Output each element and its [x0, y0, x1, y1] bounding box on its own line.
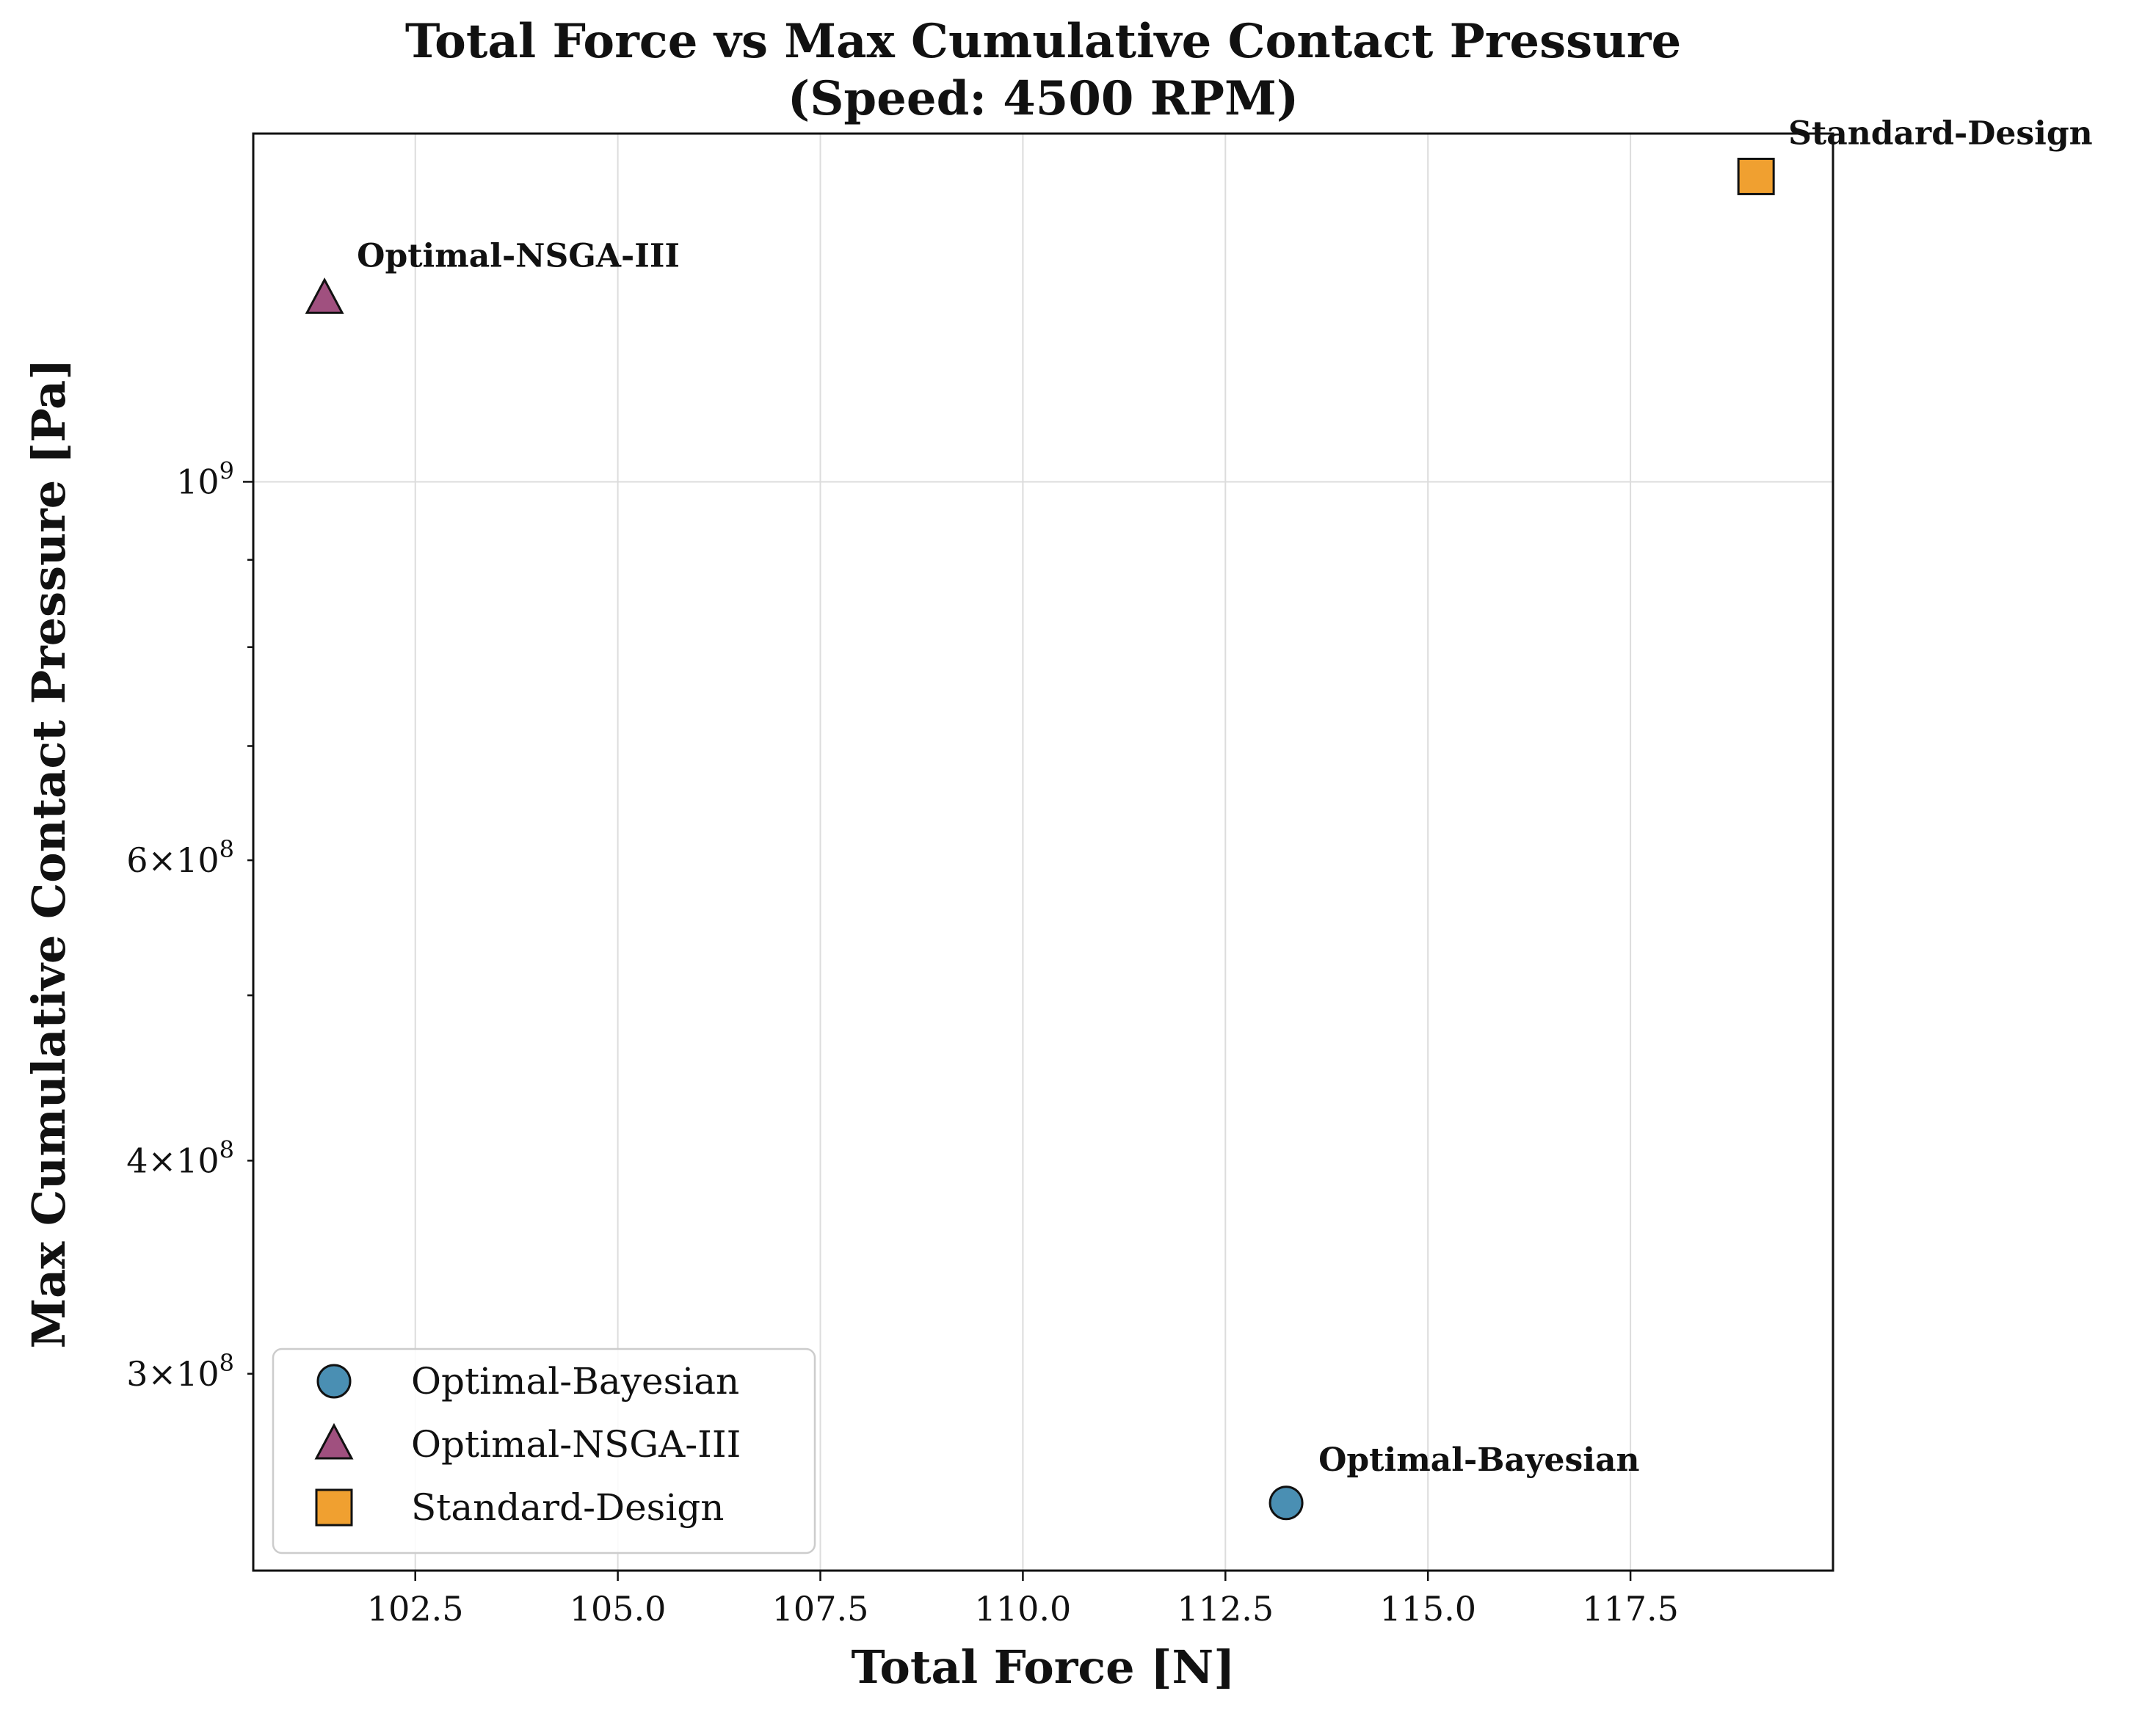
- point-annotation: Optimal-Bayesian: [1318, 1441, 1639, 1479]
- x-tick-label: 105.0: [570, 1589, 667, 1629]
- data-point-triangle: [305, 277, 344, 314]
- chart-title: Total Force vs Max Cumulative Contact Pr…: [405, 14, 1681, 69]
- legend-marker-circle: [316, 1364, 352, 1399]
- chart-subtitle: (Speed: 4500 RPM): [788, 71, 1299, 126]
- legend-marker-square: [315, 1488, 353, 1527]
- y-tick-label: 6×108: [126, 835, 234, 880]
- plot-area-frame: [252, 132, 1834, 1572]
- x-tick-label: 110.0: [975, 1589, 1072, 1629]
- x-axis-label: Total Force [N]: [851, 1640, 1235, 1694]
- x-axis-ticks: 102.5 105.0 107.5 110.0 112.5 115.0 117.5: [367, 1571, 1679, 1629]
- x-tick-label: 102.5: [367, 1589, 464, 1629]
- point-annotation: Optimal-NSGA-III: [357, 237, 680, 274]
- legend-marker-triangle: [314, 1422, 354, 1460]
- y-tick-label: 109: [176, 457, 234, 501]
- x-tick-label: 112.5: [1177, 1589, 1274, 1629]
- legend-label: Standard-Design: [411, 1486, 725, 1529]
- legend-label: Optimal-Bayesian: [411, 1360, 739, 1403]
- y-tick-label: 4×108: [126, 1135, 234, 1180]
- y-tick-label: 3×108: [126, 1349, 234, 1394]
- x-tick-label: 115.0: [1379, 1589, 1476, 1629]
- y-axis-label: Max Cumulative Contact Pressure [Pa]: [22, 358, 76, 1348]
- legend-box: [272, 1348, 816, 1554]
- legend-label: Optimal-NSGA-III: [411, 1423, 741, 1466]
- legend: Optimal-Bayesian Optimal-NSGA-III Standard…: [272, 1348, 816, 1554]
- x-tick-label: 117.5: [1582, 1589, 1679, 1629]
- x-tick-label: 107.5: [772, 1589, 869, 1629]
- grid-lines: [253, 134, 1833, 1571]
- data-point-circle: [1268, 1485, 1304, 1521]
- data-points: Optimal-Bayesian Optimal-NSGA-III Standard…: [305, 114, 2093, 1521]
- data-point-square: [1737, 157, 1775, 195]
- y-axis-ticks: 109 6×108 4×108 3×108: [126, 457, 253, 1394]
- point-annotation: Standard-Design: [1788, 114, 2092, 152]
